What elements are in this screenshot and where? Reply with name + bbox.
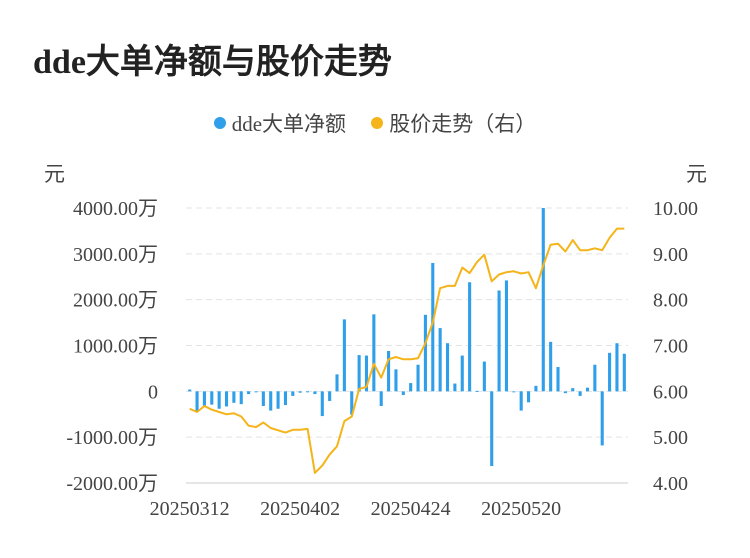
left-tick-label: -1000.00万 [66, 427, 158, 449]
dde-bar [549, 341, 553, 392]
dde-bar [401, 391, 405, 395]
bar-series [188, 208, 626, 467]
dde-bar [283, 391, 287, 406]
x-tick-label: 20250402 [260, 498, 340, 520]
left-tick-label: 3000.00万 [73, 244, 158, 266]
dde-bar [519, 391, 523, 411]
right-tick-label: 8.00 [653, 290, 688, 312]
x-tick-label: 20250312 [150, 498, 230, 520]
dde-bar [445, 343, 450, 392]
dde-bar [556, 367, 560, 392]
dde-bar [453, 383, 457, 392]
dde-bar [482, 361, 486, 392]
dde-bar [254, 391, 258, 393]
dde-bar [593, 364, 597, 392]
dde-bar [504, 280, 508, 392]
left-axis: 4000.00万 3000.00万 2000.00万 1000.00万 0 -1000.0… [66, 198, 158, 495]
dde-bar [364, 355, 369, 392]
dde-bar [490, 391, 494, 467]
dde-bar [350, 391, 354, 415]
line-series [189, 227, 625, 474]
dde-bar [431, 263, 435, 392]
dde-bar [585, 387, 590, 392]
dde-bar [409, 383, 413, 392]
right-axis-unit: 元 [686, 162, 707, 186]
legend-dot-dde [213, 117, 226, 129]
dde-bar [460, 355, 464, 392]
dde-bar [232, 391, 236, 403]
x-tick-label: 20250520 [481, 498, 561, 520]
right-tick-label: 7.00 [653, 336, 688, 358]
dde-bar [379, 391, 383, 406]
dde-bar [276, 391, 280, 409]
dde-bar [291, 391, 295, 396]
dde-bar [497, 290, 501, 392]
right-tick-label: 6.00 [653, 381, 688, 403]
right-tick-label: 9.00 [653, 244, 688, 266]
legend-item-dde[interactable]: dde大单净额 [213, 108, 347, 138]
legend-label-price: 股价走势（右） [389, 112, 537, 136]
dde-bar [269, 391, 273, 411]
dde-bar [622, 353, 626, 392]
dde-bar [534, 385, 538, 392]
dde-bar [527, 391, 531, 403]
legend-label-dde: dde大单净额 [231, 112, 347, 136]
dde-bar [202, 391, 206, 407]
dde-bar [512, 391, 516, 393]
grid-lines [186, 207, 628, 484]
dde-bar [563, 391, 567, 394]
left-tick-label: 2000.00万 [73, 290, 158, 312]
dde-bar [387, 351, 391, 392]
dde-bar [195, 391, 199, 412]
dde-bar [342, 319, 346, 392]
dde-bar [416, 364, 420, 392]
left-tick-label: 1000.00万 [73, 336, 158, 358]
x-tick-label: 20250424 [371, 498, 451, 520]
dde-bar [438, 328, 442, 392]
dde-bar [608, 352, 612, 392]
right-axis: 10.00 9.00 8.00 7.00 6.00 5.00 4.00 [653, 198, 698, 495]
dde-bar [394, 369, 398, 392]
dde-bar [541, 208, 545, 392]
legend-dot-price [371, 117, 384, 129]
dde-bar [357, 355, 361, 392]
dde-bar [320, 391, 324, 417]
dde-bar [335, 374, 339, 392]
price-line [189, 227, 625, 474]
left-tick-label: 4000.00万 [73, 198, 158, 220]
right-tick-label: 5.00 [653, 427, 688, 449]
dde-bar [247, 391, 251, 395]
left-tick-label: 0 [148, 381, 158, 403]
legend-item-price[interactable]: 股价走势（右） [371, 108, 536, 138]
dde-bar [298, 391, 302, 393]
dde-bar [615, 343, 619, 392]
dde-bar [210, 391, 214, 405]
dde-bar [468, 282, 472, 392]
dde-bar [578, 391, 582, 396]
dde-bar [372, 314, 376, 392]
dde-bar [188, 389, 192, 392]
dde-bar [306, 391, 310, 393]
dde-bar [261, 391, 265, 406]
right-tick-label: 10.00 [653, 198, 698, 220]
dde-bar [224, 391, 229, 407]
dde-bar [328, 391, 332, 401]
dde-bar [313, 391, 317, 395]
left-tick-label: -2000.00万 [66, 473, 158, 495]
dde-bar [239, 391, 243, 405]
legend: dde大单净额 股价走势（右） [0, 108, 750, 138]
dde-bar [217, 391, 221, 409]
dde-bar [423, 314, 427, 392]
x-axis: 20250312 20250402 20250424 20250520 [150, 498, 562, 520]
chart-title: dde大单净额与股价走势 [33, 44, 392, 81]
dde-bar [600, 391, 604, 446]
dde-bar [475, 390, 479, 392]
left-axis-unit: 元 [44, 162, 65, 186]
dde-bar [571, 388, 575, 392]
right-tick-label: 4.00 [653, 473, 688, 495]
